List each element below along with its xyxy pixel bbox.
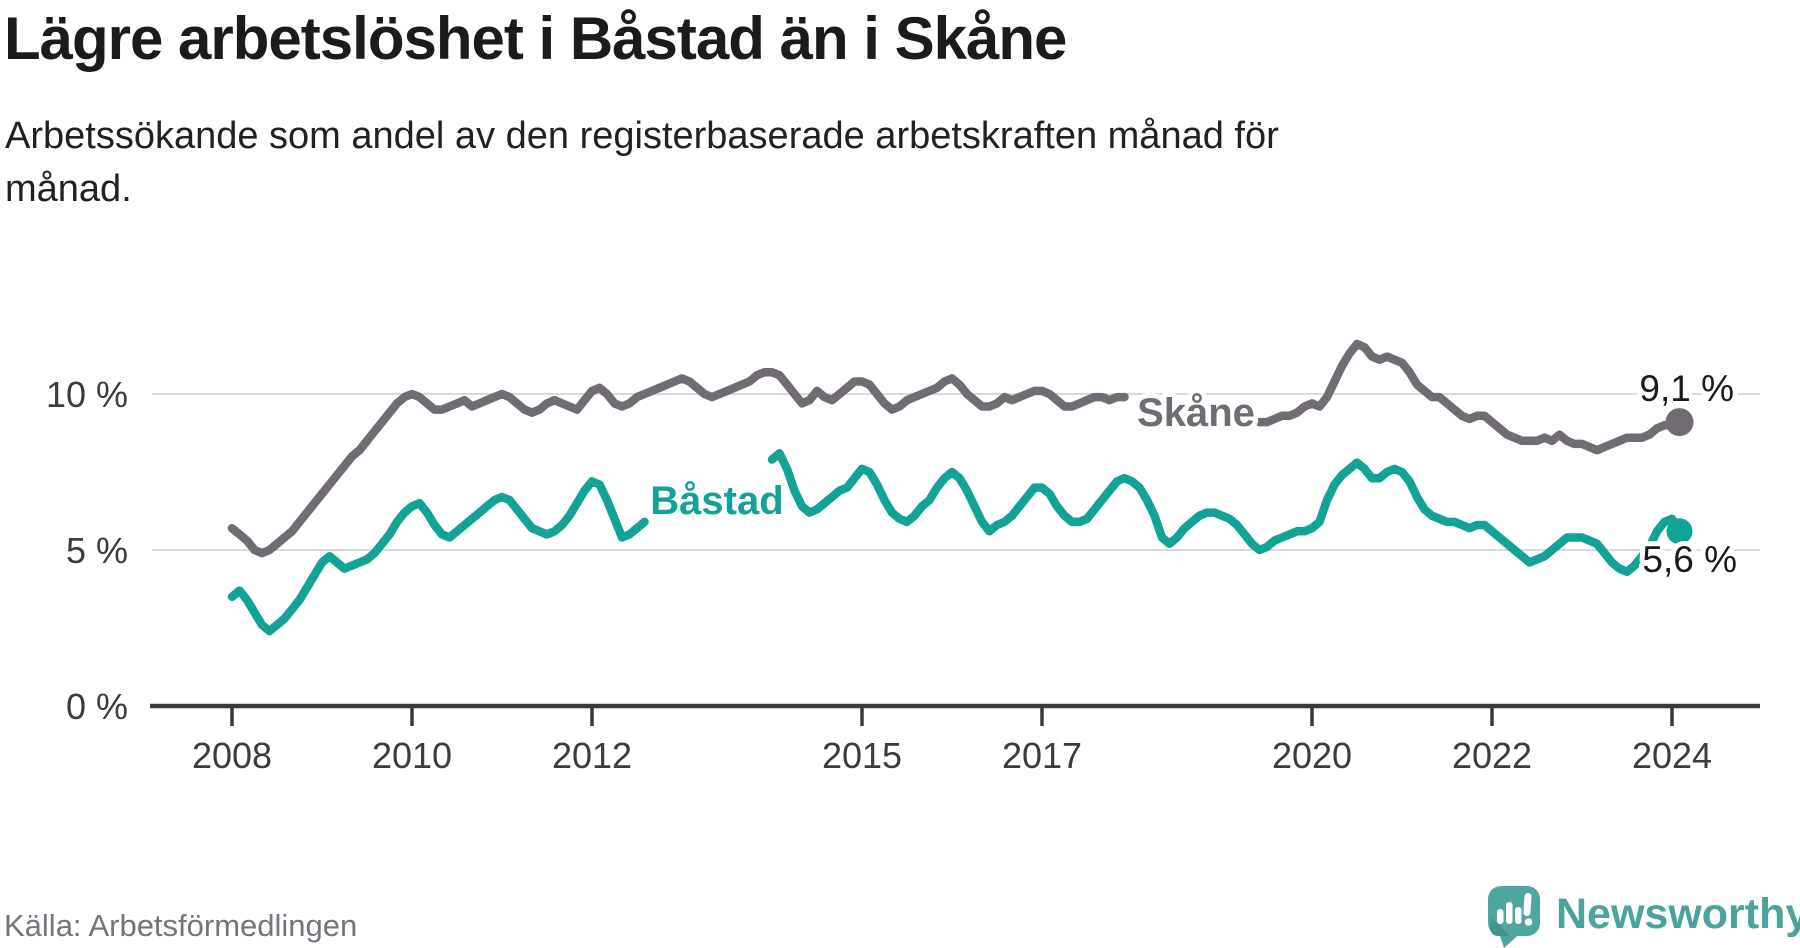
page-title: Lägre arbetslöshet i Båstad än i Skåne [4,5,1067,72]
chart-subtitle: Arbetssökande som andel av den registerb… [5,110,1279,216]
y-tick-label: 0 % [66,686,128,727]
x-tick-label: 2020 [1272,735,1352,776]
x-tick-label: 2012 [552,735,632,776]
y-tick-label: 5 % [66,530,128,571]
skane-end-value-label: 9,1 % [1639,368,1734,409]
skane-line [227,339,1684,558]
x-axis: 2008 2010 2012 2015 2017 2020 2022 2024 [150,703,1760,776]
bastad-line [227,449,1684,636]
subtitle-line-1: Arbetssökande som andel av den registerb… [5,115,1279,157]
x-tick-label: 2015 [822,735,902,776]
y-axis-labels: 0 % 5 % 10 % [46,374,128,727]
bastad-end-dot [1666,518,1693,545]
bastad-end-value-label: 5,6 % [1642,539,1737,580]
x-tick-label: 2008 [192,735,272,776]
plot-area [227,339,1694,636]
skane-series-label: Skåne [1137,391,1255,435]
x-tick-label: 2022 [1452,735,1532,776]
x-tick-label: 2010 [372,735,452,776]
x-tick-label: 2024 [1632,735,1712,776]
subtitle-line-2: månad. [5,168,132,211]
x-tick-label: 2017 [1002,735,1082,776]
y-tick-label: 10 % [46,374,128,415]
speech-bubble-bar-chart-icon [1488,886,1540,948]
skane-end-dot [1665,408,1694,437]
source-note: Källa: Arbetsförmedlingen [4,908,358,943]
newsworthy-logo: Newsworthy [1488,886,1800,948]
bastad-series-label: Båstad [650,479,783,523]
brand-name: Newsworthy [1556,890,1800,938]
